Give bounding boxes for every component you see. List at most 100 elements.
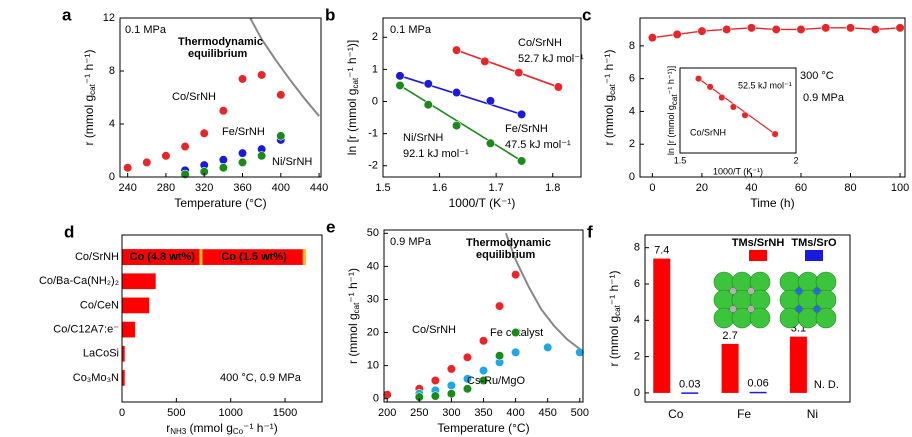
- y-axis-label: r (mmol gcat⁻¹ h⁻¹): [82, 49, 97, 145]
- y-tick-label: 8: [629, 40, 635, 52]
- y-tick-label: 8: [109, 65, 115, 77]
- x-tick-label: 320: [195, 182, 213, 194]
- bar: [653, 258, 671, 393]
- data-point: [276, 90, 286, 100]
- x-tick-label: 100: [891, 182, 909, 194]
- plot-frame: [121, 234, 323, 403]
- structure-atom: [815, 307, 837, 329]
- curve-label: equilibrium: [188, 48, 248, 60]
- data-point: [142, 157, 152, 168]
- data-point: [553, 82, 563, 92]
- data-point: [462, 374, 473, 384]
- plot-frame: [679, 67, 797, 154]
- annotation: 0.1 MPa: [125, 24, 167, 36]
- y-tick-label: 0: [372, 95, 378, 107]
- series-label: Co/SrNH: [172, 91, 216, 103]
- x-tick-label: 400: [506, 407, 524, 419]
- data-point: [510, 270, 521, 280]
- data-point: [462, 352, 473, 362]
- y-axis-label-part: ln [r (mmol g: [345, 88, 359, 155]
- inset-point: [695, 75, 703, 83]
- value-label: 0.03: [679, 378, 700, 390]
- x-tick-label: 500: [167, 407, 185, 419]
- structure-site: [813, 305, 821, 313]
- x-axis-label-part: (mmol g: [186, 421, 233, 435]
- x-axis-label-part: Co: [233, 427, 244, 436]
- y-tick-label: 0: [629, 171, 635, 183]
- x-tick-label: 300: [442, 407, 460, 419]
- fit-line: [399, 75, 522, 116]
- value-label: 2.7: [722, 330, 737, 342]
- bar: [122, 249, 203, 265]
- x-axis-label: 1000/T (K⁻¹): [713, 166, 763, 176]
- panel-label: a: [62, 5, 72, 24]
- data-point: [257, 151, 267, 161]
- plot-frame: [119, 17, 322, 178]
- data-point: [516, 156, 527, 166]
- x-axis-label: Temperature (°C): [174, 196, 266, 210]
- y-axis-label: r (mmol gcat⁻¹ h⁻¹): [607, 270, 622, 366]
- bar: [721, 343, 739, 393]
- y-tick-label: 2: [372, 31, 378, 43]
- y-axis-label-part: ⁻¹ h⁻¹): [82, 49, 96, 84]
- x-tick-label: 250: [410, 407, 428, 419]
- data-point: [480, 56, 490, 66]
- y-axis-label-part: cat: [613, 304, 622, 315]
- data-point: [478, 365, 489, 376]
- plot-frame: [382, 17, 582, 178]
- data-point: [237, 157, 248, 168]
- data-point: [510, 347, 521, 357]
- equilibrium-curve: [505, 232, 581, 350]
- x-tick-label: 1.5: [674, 155, 687, 165]
- data-point: [485, 138, 496, 148]
- data-point: [451, 87, 462, 98]
- y-axis-label-part: r (mmol g: [346, 313, 360, 364]
- annotation: 400 °C, 0.9 MPa: [220, 372, 302, 384]
- data-point: [478, 336, 489, 346]
- bar: [789, 336, 807, 393]
- y-axis-label-part: cat: [608, 83, 617, 94]
- data-point: [845, 23, 856, 33]
- inset-point: [771, 130, 779, 138]
- structure-site: [729, 287, 737, 295]
- annotation: 0.1 MPa: [390, 24, 432, 36]
- inset-energy: 52.5 kJ mol⁻¹: [738, 80, 792, 90]
- plot-frame: [644, 234, 851, 403]
- x-tick-label: 1.7: [488, 182, 503, 194]
- category-label: Co/CeN: [80, 299, 119, 311]
- bar: [122, 273, 156, 290]
- y-axis-label: ln [r (mmol gcat⁻¹ h⁻¹)]: [345, 40, 360, 155]
- inset-point: [729, 103, 737, 111]
- bar: [122, 297, 150, 314]
- value-label: 0.06: [747, 378, 768, 390]
- data-point: [276, 131, 286, 141]
- y-tick-label: 2: [629, 138, 635, 150]
- energy-label: 92.1 kJ mol⁻¹: [403, 148, 469, 160]
- structure-site: [747, 305, 755, 313]
- data-point: [478, 375, 489, 386]
- y-tick-label: 40: [367, 260, 379, 272]
- y-tick-label: 6: [634, 278, 640, 290]
- panel-label: b: [325, 5, 335, 24]
- bar: [681, 392, 699, 394]
- category-label: Co/SrNH: [75, 251, 119, 263]
- category-label: Co/Ba-Ca(NH₂)₂: [39, 275, 119, 287]
- y-axis-label-part: cat: [351, 77, 360, 88]
- x-axis-label: Temperature (°C): [437, 421, 529, 435]
- x-tick-label: 20: [696, 182, 708, 194]
- y-tick-label: 0: [109, 171, 115, 183]
- curve-label: Thermodynamic: [466, 237, 551, 249]
- y-axis-label: ln [r (mmol gcat⁻¹ h⁻¹)]: [666, 66, 679, 155]
- plot-frame: [639, 17, 906, 178]
- series-label: Ni/SrNH: [272, 156, 312, 168]
- y-tick-label: 4: [109, 118, 115, 130]
- category-label: Co: [668, 407, 684, 421]
- bar-label: Co (4.8 wt%): [130, 251, 196, 263]
- x-tick-label: 1000: [218, 407, 242, 419]
- structure-site: [747, 287, 755, 295]
- value-label: 7.4: [654, 245, 669, 257]
- y-tick-label: 4: [634, 314, 640, 326]
- data-point: [796, 24, 806, 35]
- panel-label: e: [326, 217, 335, 236]
- x-axis-label: Time (h): [750, 196, 794, 210]
